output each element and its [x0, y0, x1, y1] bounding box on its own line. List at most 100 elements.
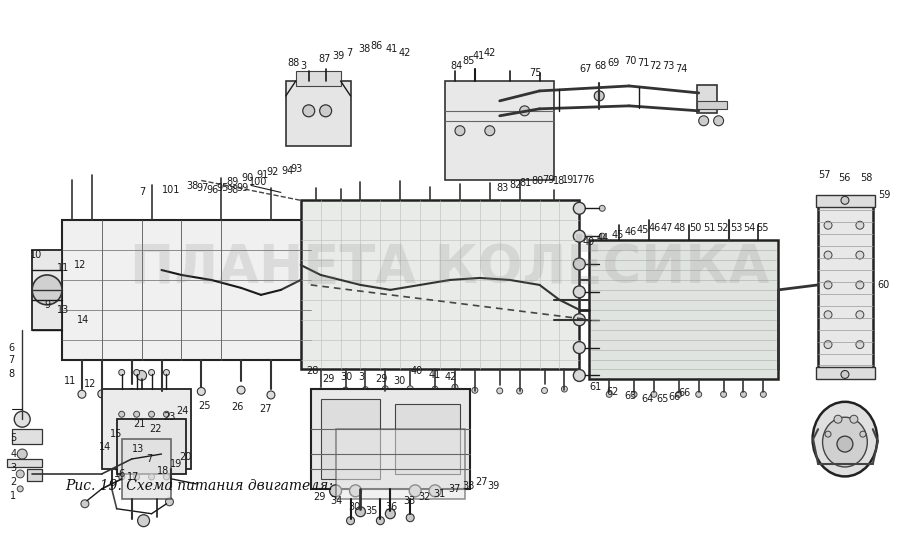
Circle shape — [363, 387, 368, 393]
Circle shape — [164, 411, 169, 417]
Circle shape — [714, 116, 724, 126]
Text: 38: 38 — [462, 481, 474, 491]
Text: 29: 29 — [314, 492, 326, 502]
Text: 2: 2 — [10, 477, 16, 487]
Circle shape — [631, 391, 637, 397]
Text: 27: 27 — [475, 477, 488, 487]
Text: 61: 61 — [590, 382, 601, 393]
Circle shape — [856, 311, 864, 319]
Text: 45: 45 — [637, 225, 650, 235]
Circle shape — [696, 391, 702, 397]
Text: 81: 81 — [519, 178, 532, 188]
Circle shape — [485, 126, 495, 136]
Text: 48: 48 — [674, 223, 686, 233]
Circle shape — [343, 384, 348, 390]
Text: 50: 50 — [688, 223, 701, 233]
Circle shape — [78, 387, 86, 395]
Text: 15: 15 — [110, 429, 122, 439]
Text: 69: 69 — [608, 58, 619, 68]
Text: 20: 20 — [179, 452, 192, 462]
Text: 60: 60 — [878, 280, 890, 290]
Circle shape — [573, 314, 585, 326]
Text: 18: 18 — [553, 177, 564, 186]
Circle shape — [429, 485, 441, 497]
Bar — [395, 404, 460, 474]
Text: 62: 62 — [607, 387, 618, 397]
Circle shape — [825, 431, 831, 437]
Text: 11: 11 — [64, 376, 76, 387]
Text: 23: 23 — [164, 412, 176, 422]
Circle shape — [856, 281, 864, 289]
Text: 91: 91 — [256, 170, 268, 180]
Circle shape — [164, 474, 169, 480]
Text: 100: 100 — [249, 177, 267, 187]
Text: 87: 87 — [319, 54, 331, 64]
Text: 89: 89 — [226, 177, 239, 187]
Circle shape — [497, 387, 503, 393]
Circle shape — [599, 205, 605, 211]
Text: 26: 26 — [231, 402, 244, 412]
Bar — [336, 429, 465, 499]
Text: 57: 57 — [818, 170, 831, 180]
Text: 90: 90 — [241, 173, 253, 184]
Text: 13: 13 — [57, 305, 69, 315]
Ellipse shape — [813, 402, 878, 476]
Circle shape — [133, 369, 140, 375]
Text: 3: 3 — [301, 61, 307, 71]
Circle shape — [385, 509, 395, 519]
Text: 56: 56 — [838, 173, 850, 184]
Text: 63: 63 — [624, 391, 636, 401]
Circle shape — [721, 391, 726, 397]
Text: 41: 41 — [428, 371, 440, 380]
Text: 64: 64 — [641, 394, 653, 404]
Circle shape — [599, 289, 605, 295]
Circle shape — [329, 485, 342, 497]
Text: 33: 33 — [403, 496, 416, 506]
Circle shape — [599, 373, 605, 379]
Text: 42: 42 — [399, 48, 410, 58]
Text: 73: 73 — [662, 61, 674, 71]
Circle shape — [841, 197, 849, 205]
Circle shape — [834, 415, 842, 423]
Text: 101: 101 — [161, 185, 180, 195]
Circle shape — [741, 391, 746, 397]
Circle shape — [651, 391, 657, 397]
Text: 65: 65 — [656, 394, 669, 404]
Circle shape — [14, 411, 31, 427]
Bar — [286, 81, 350, 146]
Circle shape — [17, 486, 23, 492]
Bar — [102, 389, 192, 469]
Circle shape — [158, 390, 166, 397]
Circle shape — [128, 389, 136, 397]
Circle shape — [573, 342, 585, 353]
Circle shape — [164, 369, 169, 375]
Circle shape — [850, 415, 858, 423]
Text: 32: 32 — [418, 492, 430, 502]
Circle shape — [824, 340, 832, 349]
Text: 18: 18 — [157, 466, 169, 476]
Bar — [117, 419, 186, 474]
Text: 6: 6 — [8, 343, 14, 353]
Circle shape — [32, 275, 62, 305]
Text: 41: 41 — [385, 44, 398, 54]
Text: 21: 21 — [133, 419, 146, 429]
Text: 71: 71 — [637, 58, 650, 68]
Text: ПЛАНЕТА КОЛЁСИКА: ПЛАНЕТА КОЛЁСИКА — [130, 243, 770, 294]
Circle shape — [346, 517, 355, 525]
Text: 13: 13 — [131, 444, 144, 454]
Circle shape — [676, 391, 682, 397]
Circle shape — [376, 517, 384, 525]
Text: 17: 17 — [127, 472, 140, 482]
Bar — [302, 202, 577, 367]
Bar — [697, 85, 716, 113]
Text: 22: 22 — [149, 424, 162, 434]
Circle shape — [302, 105, 315, 117]
Circle shape — [133, 474, 140, 480]
Text: 36: 36 — [385, 502, 398, 512]
Text: 53: 53 — [731, 223, 742, 233]
Text: 27: 27 — [259, 404, 272, 414]
Text: 82: 82 — [509, 180, 522, 191]
Circle shape — [519, 106, 529, 116]
Circle shape — [410, 485, 421, 497]
Text: 97: 97 — [196, 184, 209, 193]
